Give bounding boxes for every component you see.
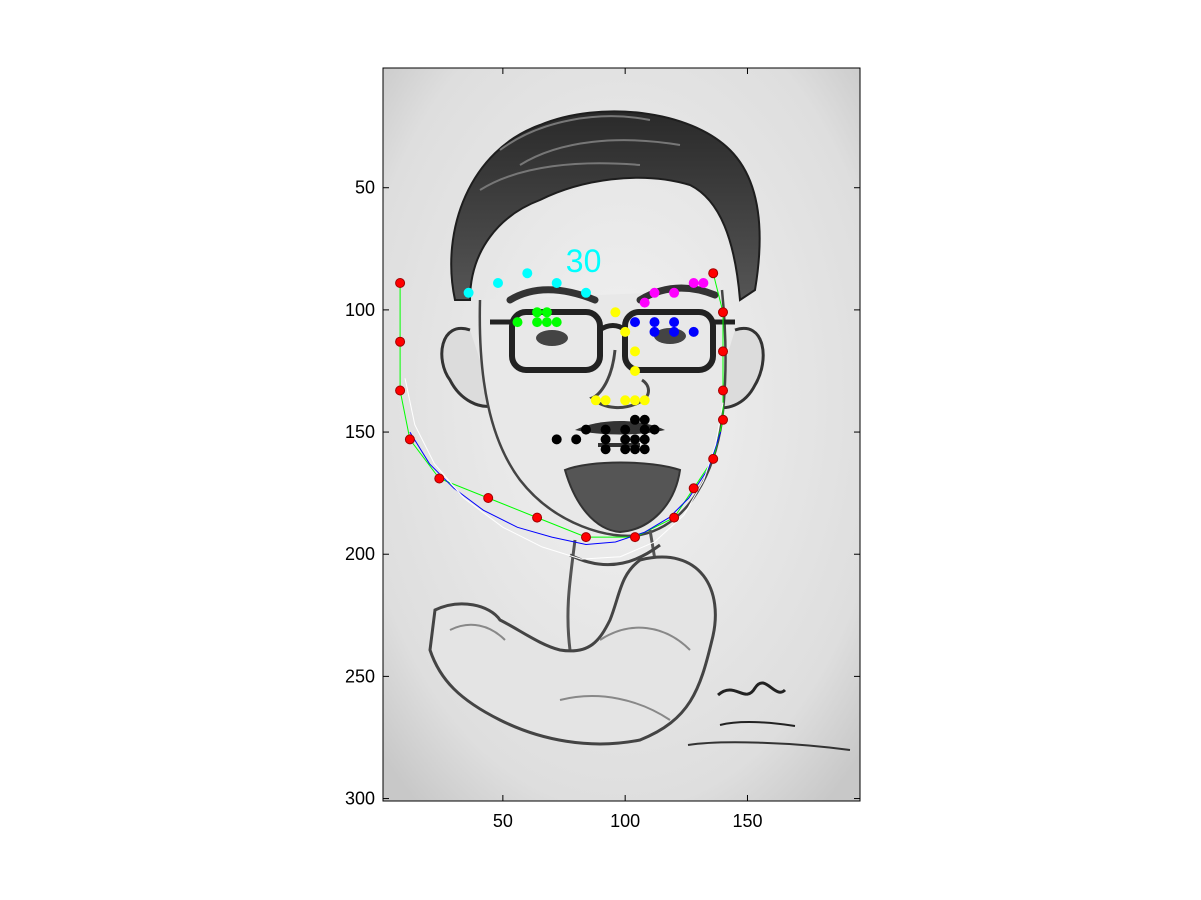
landmark-point xyxy=(620,434,631,445)
landmark-point xyxy=(512,317,523,328)
landmark-point xyxy=(571,434,582,445)
landmark-point xyxy=(630,366,640,376)
landmark-point xyxy=(718,346,728,357)
landmark-point xyxy=(541,317,552,328)
landmark-point xyxy=(581,287,591,298)
landmark-point xyxy=(620,326,631,337)
landmark-point xyxy=(590,395,601,406)
landmark-point xyxy=(649,424,660,435)
landmark-point xyxy=(688,326,699,337)
x-tick-labels: 50 100 150 xyxy=(493,811,763,831)
landmark-point xyxy=(688,278,699,288)
y-tick-label: 150 xyxy=(345,422,375,442)
landmark-point xyxy=(639,297,650,308)
landmark-point xyxy=(610,307,621,318)
landmark-point xyxy=(708,268,719,279)
axis-ticks xyxy=(383,68,860,801)
y-tick-label: 50 xyxy=(355,178,375,198)
landmark-point xyxy=(630,395,640,406)
landmark-point xyxy=(581,424,591,435)
landmark-point xyxy=(649,326,660,337)
landmark-point xyxy=(620,395,631,406)
landmark-point xyxy=(395,336,406,347)
landmark-point xyxy=(532,317,543,328)
landmark-point xyxy=(463,287,474,298)
landmark-point xyxy=(600,424,611,435)
landmark-point xyxy=(649,317,660,328)
y-tick-label: 100 xyxy=(345,300,375,320)
landmark-point xyxy=(698,278,709,288)
landmark-point xyxy=(639,424,650,435)
landmark-point xyxy=(600,434,611,445)
landmark-point xyxy=(493,278,503,288)
axes-frame xyxy=(382,67,861,802)
landmark-point xyxy=(404,434,415,445)
landmark-point xyxy=(551,317,562,328)
landmark-point xyxy=(669,512,680,523)
landmark-point xyxy=(639,434,650,445)
landmark-point xyxy=(688,483,699,494)
landmark-curve-8 xyxy=(409,431,722,546)
landmark-point xyxy=(434,473,445,484)
y-tick-label: 300 xyxy=(345,789,375,809)
x-tick-label: 50 xyxy=(493,811,513,831)
landmark-point xyxy=(522,268,533,279)
landmark-curve-9 xyxy=(404,378,724,560)
landmark-point xyxy=(551,278,562,288)
landmark-point xyxy=(620,424,631,435)
landmark-point xyxy=(639,395,650,406)
landmark-point xyxy=(532,512,543,523)
x-tick-label: 150 xyxy=(732,811,762,831)
landmark-point xyxy=(630,414,640,425)
landmark-point xyxy=(639,444,650,455)
landmark-point xyxy=(551,434,562,445)
landmark-point xyxy=(639,414,650,425)
landmark-point xyxy=(532,307,543,318)
y-tick-label: 200 xyxy=(345,544,375,564)
landmark-point xyxy=(649,287,660,298)
landmark-point xyxy=(708,453,719,464)
x-tick-label: 100 xyxy=(610,811,640,831)
landmark-points xyxy=(395,268,728,543)
landmark-point xyxy=(630,444,640,455)
landmark-point xyxy=(718,414,728,425)
landmark-point xyxy=(395,385,406,396)
landmark-point xyxy=(669,326,680,337)
landmark-point xyxy=(669,317,680,328)
landmark-point xyxy=(600,444,611,455)
landmark-point xyxy=(630,532,640,543)
landmark-point xyxy=(620,444,631,455)
landmark-point xyxy=(718,307,728,318)
caricature-image xyxy=(383,68,860,801)
landmark-point xyxy=(483,493,494,503)
landmark-point xyxy=(395,278,406,288)
y-tick-labels: 50 100 150 200 250 300 xyxy=(345,178,375,809)
landmark-point xyxy=(581,532,591,543)
landmark-point xyxy=(718,385,728,396)
annotation-label: 30 xyxy=(566,243,602,279)
landmark-point xyxy=(600,395,611,406)
landmark-point xyxy=(541,307,552,318)
landmark-point xyxy=(669,287,680,298)
landmark-point xyxy=(630,317,640,328)
landmark-point xyxy=(630,346,640,357)
y-tick-label: 250 xyxy=(345,666,375,686)
landmark-point xyxy=(630,434,640,445)
